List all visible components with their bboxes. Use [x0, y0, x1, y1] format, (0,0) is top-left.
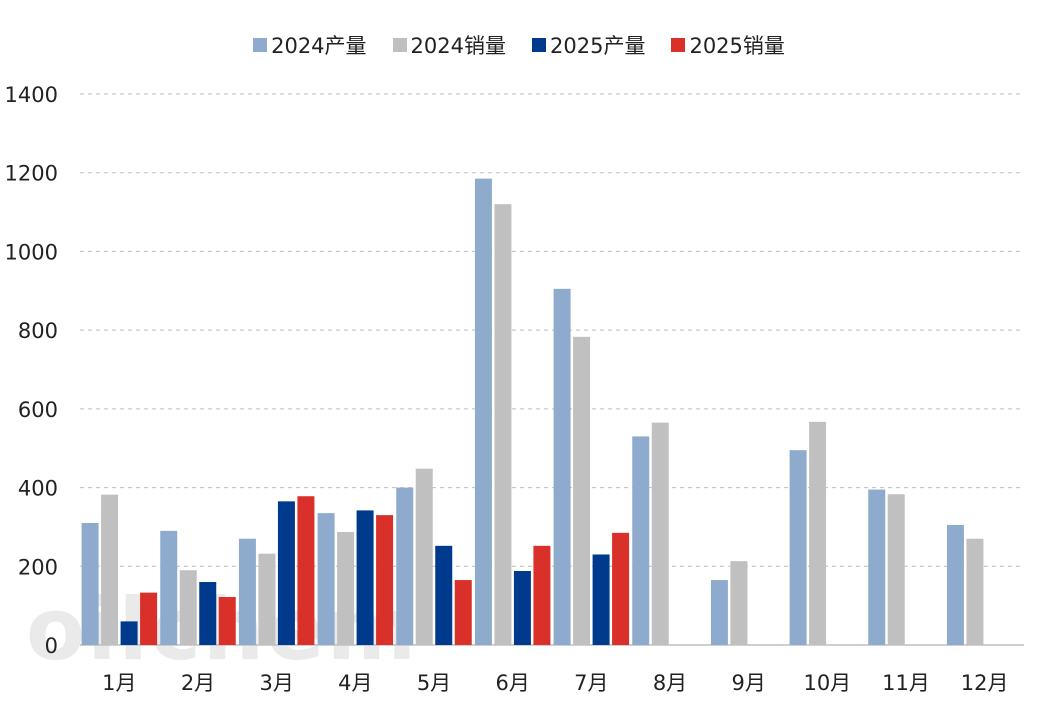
- bar: [868, 489, 886, 645]
- x-tick-label: 7月: [574, 671, 608, 695]
- x-tick-label: 2月: [181, 671, 215, 695]
- bar: [632, 436, 650, 645]
- x-tick-label: 12月: [961, 671, 1009, 695]
- bar: [435, 545, 453, 645]
- y-tick-label: 0: [45, 634, 58, 658]
- bar: [179, 570, 197, 645]
- y-tick-label: 200: [18, 555, 58, 579]
- y-tick-label: 1000: [5, 240, 58, 264]
- x-tick-label: 4月: [338, 671, 372, 695]
- bar: [160, 530, 178, 645]
- bar: [238, 538, 256, 645]
- bar: [101, 494, 119, 645]
- legend-item-2025-production: 2025产量: [532, 30, 645, 60]
- y-tick-label: 1400: [5, 83, 58, 107]
- x-tick-label: 5月: [417, 671, 451, 695]
- legend-item-2024-sales: 2024销量: [392, 30, 506, 60]
- bar: [337, 532, 355, 645]
- bar: [887, 494, 905, 645]
- bar: [415, 468, 433, 645]
- y-tick-label: 400: [18, 477, 58, 501]
- x-tick-label: 1月: [102, 671, 136, 695]
- bar: [140, 592, 158, 645]
- bar: [81, 522, 99, 645]
- x-tick-label: 10月: [803, 671, 851, 695]
- bar: [199, 582, 217, 645]
- legend-swatch-2024-sales: [392, 38, 407, 52]
- legend-item-2024-production: 2024产量: [253, 30, 367, 60]
- bar: [396, 487, 414, 645]
- bar: [553, 288, 571, 645]
- x-tick-label: 11月: [882, 671, 930, 695]
- legend-label-2024-sales: 2024销量: [410, 34, 506, 58]
- y-tick-label: 800: [18, 319, 58, 343]
- x-tick-label: 9月: [731, 671, 765, 695]
- bar: [966, 538, 984, 645]
- x-tick-label: 3月: [259, 671, 293, 695]
- bar: [494, 204, 512, 645]
- y-tick-label: 1200: [5, 162, 58, 186]
- bar: [474, 178, 492, 645]
- bar: [317, 513, 335, 645]
- x-tick-label: 8月: [653, 671, 687, 695]
- bar: [454, 580, 472, 645]
- bar: [710, 580, 728, 645]
- bar: [533, 545, 551, 645]
- bar: [297, 496, 315, 645]
- bar: [612, 532, 630, 645]
- legend-label-2024-production: 2024产量: [271, 34, 367, 58]
- bar: [789, 450, 807, 645]
- legend-swatch-2024-production: [253, 38, 268, 52]
- bar: [277, 501, 295, 645]
- legend-swatch-2025-sales: [671, 38, 686, 52]
- legend-swatch-2025-production: [532, 38, 546, 52]
- bar: [513, 571, 531, 645]
- bar: [946, 524, 964, 645]
- y-tick-label: 600: [18, 398, 58, 422]
- bar: [356, 510, 374, 645]
- bar: [258, 553, 276, 645]
- bar: [809, 421, 827, 645]
- bar: [592, 554, 610, 645]
- bar: [218, 596, 236, 645]
- x-tick-label: 6月: [495, 671, 529, 695]
- bar: [651, 422, 669, 645]
- bar: [573, 336, 591, 645]
- chart-legend: 2024产量 2024销量 2025产量 2025销量: [0, 30, 1038, 60]
- bar: [730, 561, 748, 645]
- bar: [120, 621, 138, 645]
- legend-label-2025-production: 2025产量: [550, 34, 646, 58]
- bar: [376, 515, 394, 645]
- legend-item-2025-sales: 2025销量: [671, 30, 785, 60]
- legend-label-2025-sales: 2025销量: [689, 34, 785, 58]
